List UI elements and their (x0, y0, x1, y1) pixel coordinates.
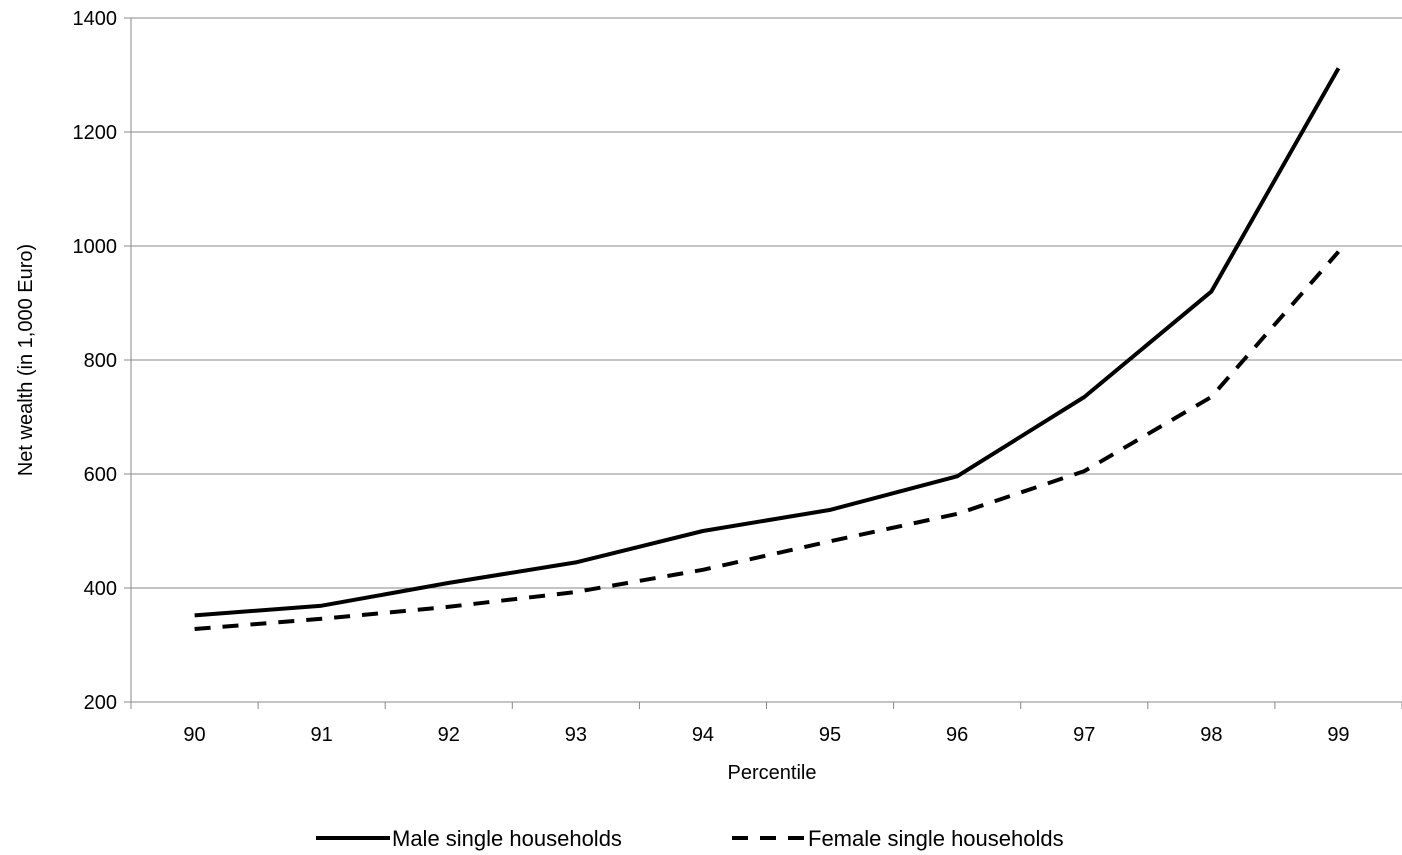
x-tick-label: 98 (1200, 724, 1222, 746)
x-tick-label: 90 (183, 724, 205, 746)
y-axis-title: Net wealth (in 1,000 Euro) (15, 244, 37, 476)
x-tick-label: 92 (438, 724, 460, 746)
legend: Male single households Female single hous… (316, 826, 1064, 851)
y-tick-label: 1400 (73, 8, 118, 30)
gridlines (131, 17, 1402, 589)
y-tick-label: 1000 (73, 236, 118, 258)
legend-label: Female single households (808, 826, 1064, 851)
x-tick-label: 99 (1327, 724, 1349, 746)
y-tick-label: 800 (84, 350, 117, 372)
x-tick-label: 95 (819, 724, 841, 746)
x-axis-title: Percentile (728, 762, 817, 784)
y-tick-label: 200 (84, 692, 117, 714)
x-axis-ticks: 90 91 92 93 94 95 96 97 98 99 (130, 702, 1402, 746)
y-axis-ticks: 200 400 600 800 1000 1200 1400 (73, 8, 131, 714)
series-line-female (194, 250, 1341, 631)
x-tick-label: 97 (1073, 724, 1095, 746)
x-tick-label: 94 (692, 724, 714, 746)
x-tick-label: 96 (946, 724, 968, 746)
series-lines (194, 67, 1341, 631)
y-tick-label: 600 (84, 464, 117, 486)
y-tick-label: 400 (84, 578, 117, 600)
x-tick-label: 93 (565, 724, 587, 746)
x-tick-label: 91 (311, 724, 333, 746)
y-tick-label: 1200 (73, 122, 118, 144)
legend-label: Male single households (392, 826, 622, 851)
series-line-male (194, 67, 1341, 618)
